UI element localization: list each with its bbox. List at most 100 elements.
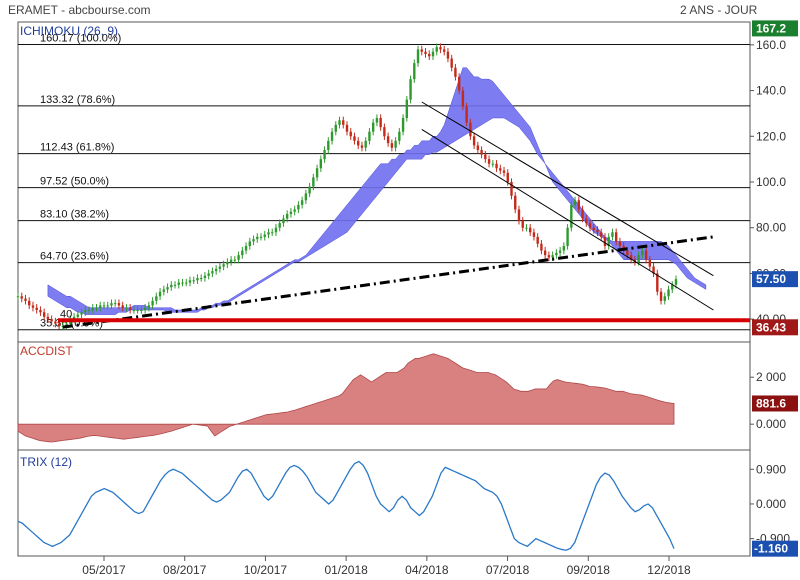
price-candle-body [547,255,551,258]
price-candle-body [289,211,293,214]
price-candle-body [454,67,457,77]
price-candle-body [629,255,633,260]
price-candle-body [199,278,203,279]
x-tick-label: 12/2018 [647,563,691,577]
price-candle-body [461,90,465,107]
trend-line [421,101,714,277]
price-candle-body [308,186,311,194]
price-candle-body [551,255,554,258]
price-candle-body [151,300,154,306]
price-candle-body [192,280,195,282]
price-candle-body [443,49,446,52]
price-candle-body [304,193,308,201]
price-candle-body [31,305,35,308]
x-tick-label: 07/2018 [486,563,530,577]
price-candle-body [211,271,214,274]
price-candle-body [390,143,394,148]
price-candle-body [495,163,498,169]
price-candle-body [592,227,595,230]
price-candle-body [607,236,610,246]
price-candle-body [226,262,229,265]
price-candle-body [267,232,270,235]
trix-line [17,460,675,551]
price-candle-body [297,204,300,210]
price-candle-body [158,291,162,297]
price-candle-body [342,120,345,125]
price-y-tick: 80.00 [756,221,786,235]
price-candle-body [166,287,169,290]
price-candle-body [132,310,136,311]
price-candle-body [465,106,468,123]
price-candle-body [87,310,91,311]
price-candle-body [20,296,23,299]
price-candle-body [50,319,53,322]
price-candle-body [536,236,539,244]
price-candle-body [644,250,648,260]
price-candle-body [278,223,281,228]
price-candle-body [368,131,371,141]
accdist-y-tick: 0.000 [756,417,786,431]
price-candle-body [648,259,652,267]
trix-panel-title: TRIX (12) [20,455,72,469]
price-candle-body [196,278,199,281]
price-candle-body [487,159,491,164]
price-candle-body [603,236,607,246]
price-candle-body [42,312,46,317]
trend-line [62,235,714,329]
price-candle-body [431,51,435,57]
price-candle-body [600,232,603,237]
trend-line [421,129,714,311]
price-candle-body [375,118,379,123]
price-candle-body [409,79,412,100]
price-candle-body [54,321,57,324]
price-candle-body [652,266,655,274]
price-candle-body [413,63,416,80]
price-candle-body [663,296,666,301]
price-candle-body [626,250,629,256]
price-candle-body [353,136,356,141]
price-candle-body [469,122,472,137]
price-candle-body [128,307,132,310]
price-candle-body [364,140,367,148]
price-badge-label: 57.50 [756,272,786,286]
price-candle-body [439,47,442,50]
price-candle-body [312,177,315,187]
x-axis: 05/2017 08/2017 10/2017 01/2018 04/2018 07/20… [82,556,691,577]
price-candle-body [502,170,506,173]
price-candle-body [248,241,251,246]
price-candle-body [510,182,513,196]
price-badge [752,20,798,37]
price-candle-body [315,168,319,178]
price-candle-body [117,303,121,306]
price-candle-body [435,47,438,52]
price-candle-body [540,243,543,251]
price-y-tick: 100.0 [756,175,786,189]
price-candle-body [259,236,263,238]
price-candle-body [577,200,580,210]
chart-header-period: 2 ANS - JOUR [680,3,758,17]
price-candle-body [241,250,244,256]
x-tick-label: 08/2017 [163,563,207,577]
x-tick-label: 09/2018 [567,563,611,577]
price-candle-body [446,51,450,59]
price-candle-body [472,136,476,146]
price-candle-body [457,76,461,91]
price-candle-body [181,282,184,284]
price-candle-body [76,314,80,317]
price-badge [752,319,798,336]
price-candle-body [57,323,61,326]
price-candle-body [319,159,323,169]
price-candle-body [383,127,386,137]
fib-level-label: 64.70 (23.6%) [40,251,109,263]
price-candle-body [233,259,237,261]
price-candle-body [282,218,285,224]
price-candle-body [585,218,588,224]
price-candle-body [480,150,483,155]
price-candle-body [16,296,20,298]
price-candle-body [611,232,614,237]
price-candle-body [263,234,266,237]
price-candle-body [573,200,577,205]
price-candle-body [188,280,192,283]
x-tick-label: 05/2017 [82,563,126,577]
